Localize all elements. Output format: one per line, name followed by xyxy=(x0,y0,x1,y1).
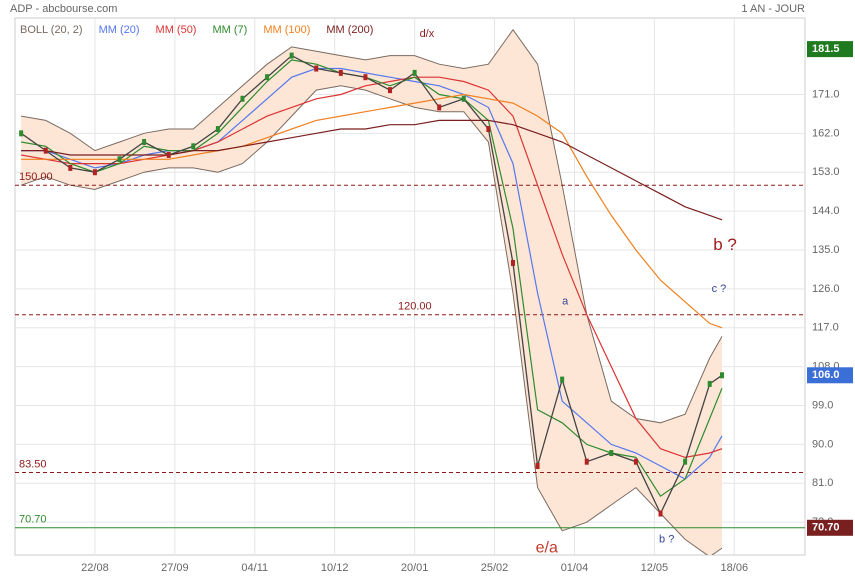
y-tick-label: 171.0 xyxy=(812,88,840,100)
price-tag xyxy=(807,41,853,58)
overlay: 72.081.090.099.0108.0117.0126.0135.0144.… xyxy=(19,24,853,574)
ma-line xyxy=(21,93,723,329)
annotation: a xyxy=(562,296,569,308)
close-mark xyxy=(658,510,663,517)
close-mark xyxy=(68,164,73,171)
annotation: b ? xyxy=(713,235,737,254)
close-mark xyxy=(191,143,196,150)
legend-entry: BOLL (20, 2) xyxy=(20,24,83,36)
close-mark xyxy=(289,52,294,59)
x-tick-label: 01/04 xyxy=(561,562,589,574)
y-tick-label: 153.0 xyxy=(812,166,840,178)
close-line xyxy=(20,54,723,516)
legend-entry: MM (7) xyxy=(212,24,247,36)
x-tick-label: 04/11 xyxy=(241,562,268,574)
close-mark xyxy=(683,458,688,465)
y-tick-label: 126.0 xyxy=(812,283,840,295)
annotation: e/a xyxy=(536,539,558,556)
x-tick-label: 10/12 xyxy=(321,562,349,574)
legend-entry: MM (50) xyxy=(156,24,197,36)
level-label: 83.50 xyxy=(19,458,47,470)
y-tick-label: 90.0 xyxy=(812,438,833,450)
y-tick-label: 135.0 xyxy=(812,244,840,256)
annotation: d/x xyxy=(420,28,435,40)
close-mark xyxy=(338,69,343,76)
close-mark xyxy=(240,95,245,102)
close-mark xyxy=(363,74,368,81)
bollinger-band xyxy=(21,29,722,555)
close-mark xyxy=(166,151,171,158)
close-mark xyxy=(510,259,515,266)
price-tag-label: 106.0 xyxy=(812,369,840,381)
legend-entry: MM (200) xyxy=(326,24,373,36)
close-mark xyxy=(609,450,614,457)
close-mark xyxy=(437,104,442,111)
plot-frame xyxy=(14,17,806,556)
x-tick-label: 20/01 xyxy=(401,562,429,574)
close-mark xyxy=(142,138,147,145)
close-mark xyxy=(535,463,540,470)
chart-subtitle: 1 AN - JOUR xyxy=(741,3,805,15)
level-label: 120.00 xyxy=(398,301,432,313)
plot xyxy=(15,28,805,555)
bollinger-lower xyxy=(20,85,723,555)
x-tick-label: 22/08 xyxy=(81,562,109,574)
annotation: c ? xyxy=(712,283,727,295)
price-tag xyxy=(807,519,853,536)
y-tick-label: 81.0 xyxy=(812,477,833,489)
close-mark xyxy=(486,126,491,133)
chart-title: ADP - abcbourse.com xyxy=(10,3,117,15)
y-tick-label: 99.0 xyxy=(812,399,833,411)
close-mark xyxy=(560,376,565,383)
x-tick-label: 18/06 xyxy=(721,562,749,574)
price-tag-label: 70.70 xyxy=(812,522,840,534)
ma-line xyxy=(20,76,723,459)
close-mark xyxy=(92,169,97,176)
annotation: b ? xyxy=(659,533,674,545)
close-mark xyxy=(314,65,319,72)
y-tick-label: 144.0 xyxy=(812,205,840,217)
close-mark xyxy=(412,69,417,76)
close-mark xyxy=(19,130,24,137)
x-tick-label: 25/02 xyxy=(481,562,509,574)
bollinger-upper xyxy=(21,28,723,424)
y-tick-label: 162.0 xyxy=(812,127,840,139)
level-label: 150.00 xyxy=(19,171,53,183)
level-label: 70.70 xyxy=(19,514,47,526)
y-tick-label: 117.0 xyxy=(812,322,839,334)
legend-entry: MM (20) xyxy=(99,24,140,36)
price-tag-label: 181.5 xyxy=(812,43,840,55)
x-tick-label: 27/09 xyxy=(161,562,189,574)
close-mark xyxy=(265,74,270,81)
close-mark xyxy=(633,458,638,465)
close-mark xyxy=(215,126,220,133)
close-mark xyxy=(117,156,122,163)
close-mark xyxy=(720,372,725,379)
ma-line xyxy=(20,59,723,498)
close-mark xyxy=(707,380,712,387)
close-mark xyxy=(461,95,466,102)
ma-line xyxy=(21,67,723,480)
ma-line xyxy=(21,119,723,221)
close-mark xyxy=(43,147,48,154)
x-tick-label: 12/05 xyxy=(641,562,669,574)
price-tag xyxy=(807,367,853,384)
close-mark xyxy=(388,87,393,94)
legend-entry: MM (100) xyxy=(263,24,310,36)
close-mark xyxy=(584,458,589,465)
